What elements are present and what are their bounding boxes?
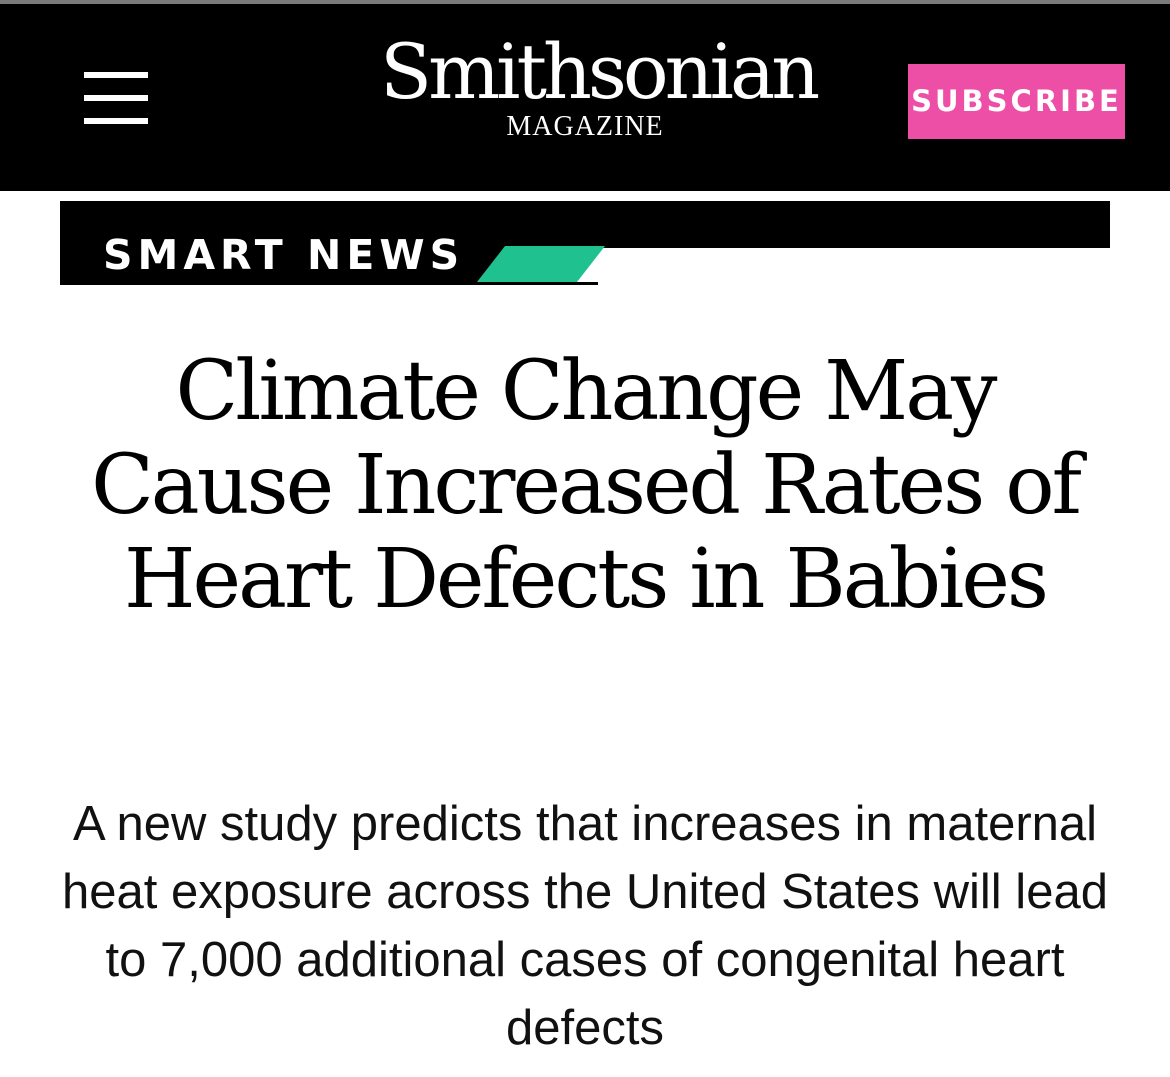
menu-button[interactable] bbox=[84, 72, 148, 124]
article-headline: Climate Change May Cause Increased Rates… bbox=[91, 344, 1082, 627]
top-border bbox=[0, 0, 1170, 4]
section-banner[interactable]: SMART NEWS bbox=[60, 201, 1110, 287]
site-logo[interactable]: Smithsonian MAGAZINE bbox=[380, 27, 820, 162]
article-dek: A new study predicts that increases in m… bbox=[62, 797, 1108, 1055]
subscribe-button[interactable]: SUBSCRIBE bbox=[908, 64, 1125, 139]
site-header: Smithsonian MAGAZINE SUBSCRIBE bbox=[0, 4, 1170, 191]
logo-wordmark: Smithsonian bbox=[380, 27, 820, 116]
section-label: SMART NEWS bbox=[103, 231, 465, 279]
section-flag-icon bbox=[477, 246, 605, 282]
logo-subtitle: MAGAZINE bbox=[506, 111, 664, 142]
